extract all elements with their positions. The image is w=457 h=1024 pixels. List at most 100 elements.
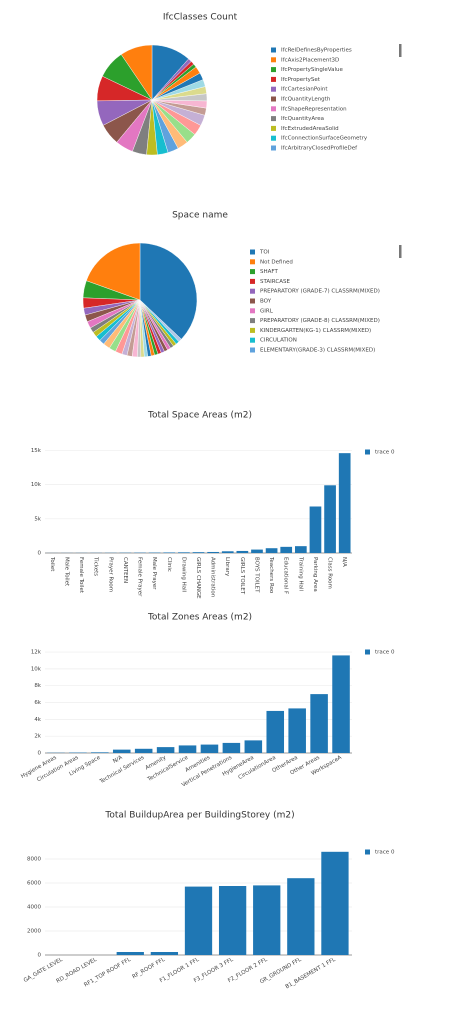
bar bbox=[157, 747, 175, 753]
legend-scrollbar bbox=[399, 245, 402, 258]
legend-swatch bbox=[271, 87, 276, 92]
legend-swatch bbox=[271, 77, 276, 82]
legend-label: CIRCULATION bbox=[260, 338, 297, 344]
bar bbox=[295, 546, 307, 553]
x-tick-label: GIRLS CHANGE bbox=[195, 557, 201, 599]
legend-label: IfcExtrudedAreaSolid bbox=[281, 126, 339, 132]
bar bbox=[117, 952, 144, 955]
bar bbox=[245, 740, 263, 753]
legend-swatch bbox=[271, 136, 276, 141]
chart-title: IfcClasses Count bbox=[163, 13, 238, 23]
x-tick-label: Female Prayer bbox=[137, 557, 143, 597]
legend-label: PREPARATORY (GRADE-7) CLASSRM(MIXED) bbox=[260, 289, 380, 295]
bar bbox=[135, 749, 153, 753]
legend-swatch bbox=[271, 126, 276, 131]
legend-scrollbar bbox=[399, 44, 402, 57]
x-tick-label: Male Toilet bbox=[63, 557, 69, 587]
x-tick-label: Prayer Room bbox=[107, 557, 113, 592]
legend-swatch bbox=[271, 146, 276, 151]
legend-label: IfcArbitraryClosedProfileDef bbox=[281, 146, 358, 152]
bar bbox=[163, 552, 175, 553]
x-tick-label: Teachers Roo bbox=[268, 556, 274, 594]
bar bbox=[113, 750, 131, 753]
bar bbox=[288, 708, 306, 753]
legend-label: trace 0 bbox=[375, 450, 395, 456]
legend-label: Not Defined bbox=[260, 259, 293, 265]
y-tick-label: 0 bbox=[38, 751, 42, 757]
bar bbox=[253, 885, 280, 955]
legend-label: IfcAxis2Placement3D bbox=[281, 57, 339, 63]
y-tick-label: 2000 bbox=[27, 929, 41, 935]
legend-swatch bbox=[271, 97, 276, 102]
bar bbox=[324, 485, 336, 553]
x-tick-label: Class Room bbox=[327, 557, 333, 589]
x-tick-label: CANTEEN bbox=[122, 557, 128, 583]
bar bbox=[151, 952, 178, 955]
legend-label: IfcQuantityArea bbox=[281, 116, 324, 122]
legend-label: IfcQuantityLength bbox=[281, 97, 331, 103]
bar bbox=[310, 506, 322, 553]
bar bbox=[266, 711, 284, 753]
chart-title: Total BuildupArea per BuildingStorey (m2… bbox=[104, 811, 294, 821]
x-tick-label: Toilet bbox=[49, 556, 55, 572]
x-tick-label: Library bbox=[224, 557, 230, 577]
y-tick-label: 6000 bbox=[27, 881, 41, 887]
legend-swatch bbox=[250, 269, 255, 274]
legend-label: TOI bbox=[259, 250, 270, 256]
legend-label: KINDERGARTEN(KG-1) CLASSRM(MIXED) bbox=[260, 328, 371, 334]
legend-swatch bbox=[250, 259, 255, 264]
bar bbox=[223, 743, 241, 753]
x-tick-label: GIRLS TOILET bbox=[239, 557, 245, 595]
y-tick-label: 8000 bbox=[27, 857, 41, 863]
legend-swatch bbox=[250, 328, 255, 333]
legend-swatch bbox=[271, 116, 276, 121]
bar bbox=[237, 551, 249, 553]
bar bbox=[222, 551, 234, 553]
y-tick-label: 10k bbox=[31, 482, 42, 488]
x-tick-label: N/A bbox=[112, 755, 124, 765]
bar bbox=[287, 878, 314, 955]
bar bbox=[339, 453, 351, 553]
y-tick-label: 4000 bbox=[27, 905, 41, 911]
legend-label: IfcConnectionSurfaceGeometry bbox=[281, 136, 368, 142]
y-tick-label: 15k bbox=[31, 448, 42, 454]
bar bbox=[178, 552, 190, 553]
legend-swatch bbox=[250, 318, 255, 323]
legend-label: trace 0 bbox=[375, 850, 395, 856]
y-tick-label: 0 bbox=[38, 551, 42, 557]
x-tick-label: Tickets bbox=[93, 556, 99, 576]
legend-label: STAIRCASE bbox=[260, 279, 290, 285]
legend-label: BOY bbox=[260, 299, 272, 305]
legend-swatch bbox=[250, 299, 255, 304]
bar bbox=[219, 886, 246, 955]
legend-label: GIRL bbox=[260, 308, 274, 314]
bar bbox=[179, 745, 197, 753]
legend-label: SHAFT bbox=[260, 269, 278, 275]
x-tick-label: Administration bbox=[210, 557, 216, 598]
legend-label: IfcRelDefinesByProperties bbox=[281, 48, 352, 54]
y-tick-label: 5k bbox=[34, 516, 41, 522]
chart-title: Total Zones Areas (m2) bbox=[147, 613, 252, 623]
y-tick-label: 2k bbox=[34, 734, 41, 740]
x-tick-label: N/A bbox=[341, 557, 347, 567]
y-tick-label: 6k bbox=[34, 700, 41, 706]
legend-label: IfcPropertySingleValue bbox=[281, 67, 343, 73]
bar bbox=[310, 694, 328, 753]
legend-swatch bbox=[365, 850, 370, 855]
x-tick-label: TechnicalService bbox=[146, 755, 190, 784]
legend-label: IfcCartesianPoint bbox=[281, 87, 328, 93]
legend-label: IfcShapeRepresentation bbox=[281, 106, 347, 112]
bar bbox=[266, 548, 278, 553]
x-tick-label: Educational F bbox=[283, 557, 289, 594]
bar bbox=[280, 547, 292, 553]
bar bbox=[201, 745, 219, 753]
legend-swatch bbox=[271, 67, 276, 72]
bar bbox=[91, 752, 109, 753]
legend-swatch bbox=[250, 250, 255, 255]
bar bbox=[251, 550, 263, 553]
x-tick-label: BOYS TOILET bbox=[253, 557, 259, 593]
legend-swatch bbox=[271, 48, 276, 53]
y-tick-label: 8k bbox=[34, 683, 41, 689]
bar bbox=[321, 852, 348, 955]
